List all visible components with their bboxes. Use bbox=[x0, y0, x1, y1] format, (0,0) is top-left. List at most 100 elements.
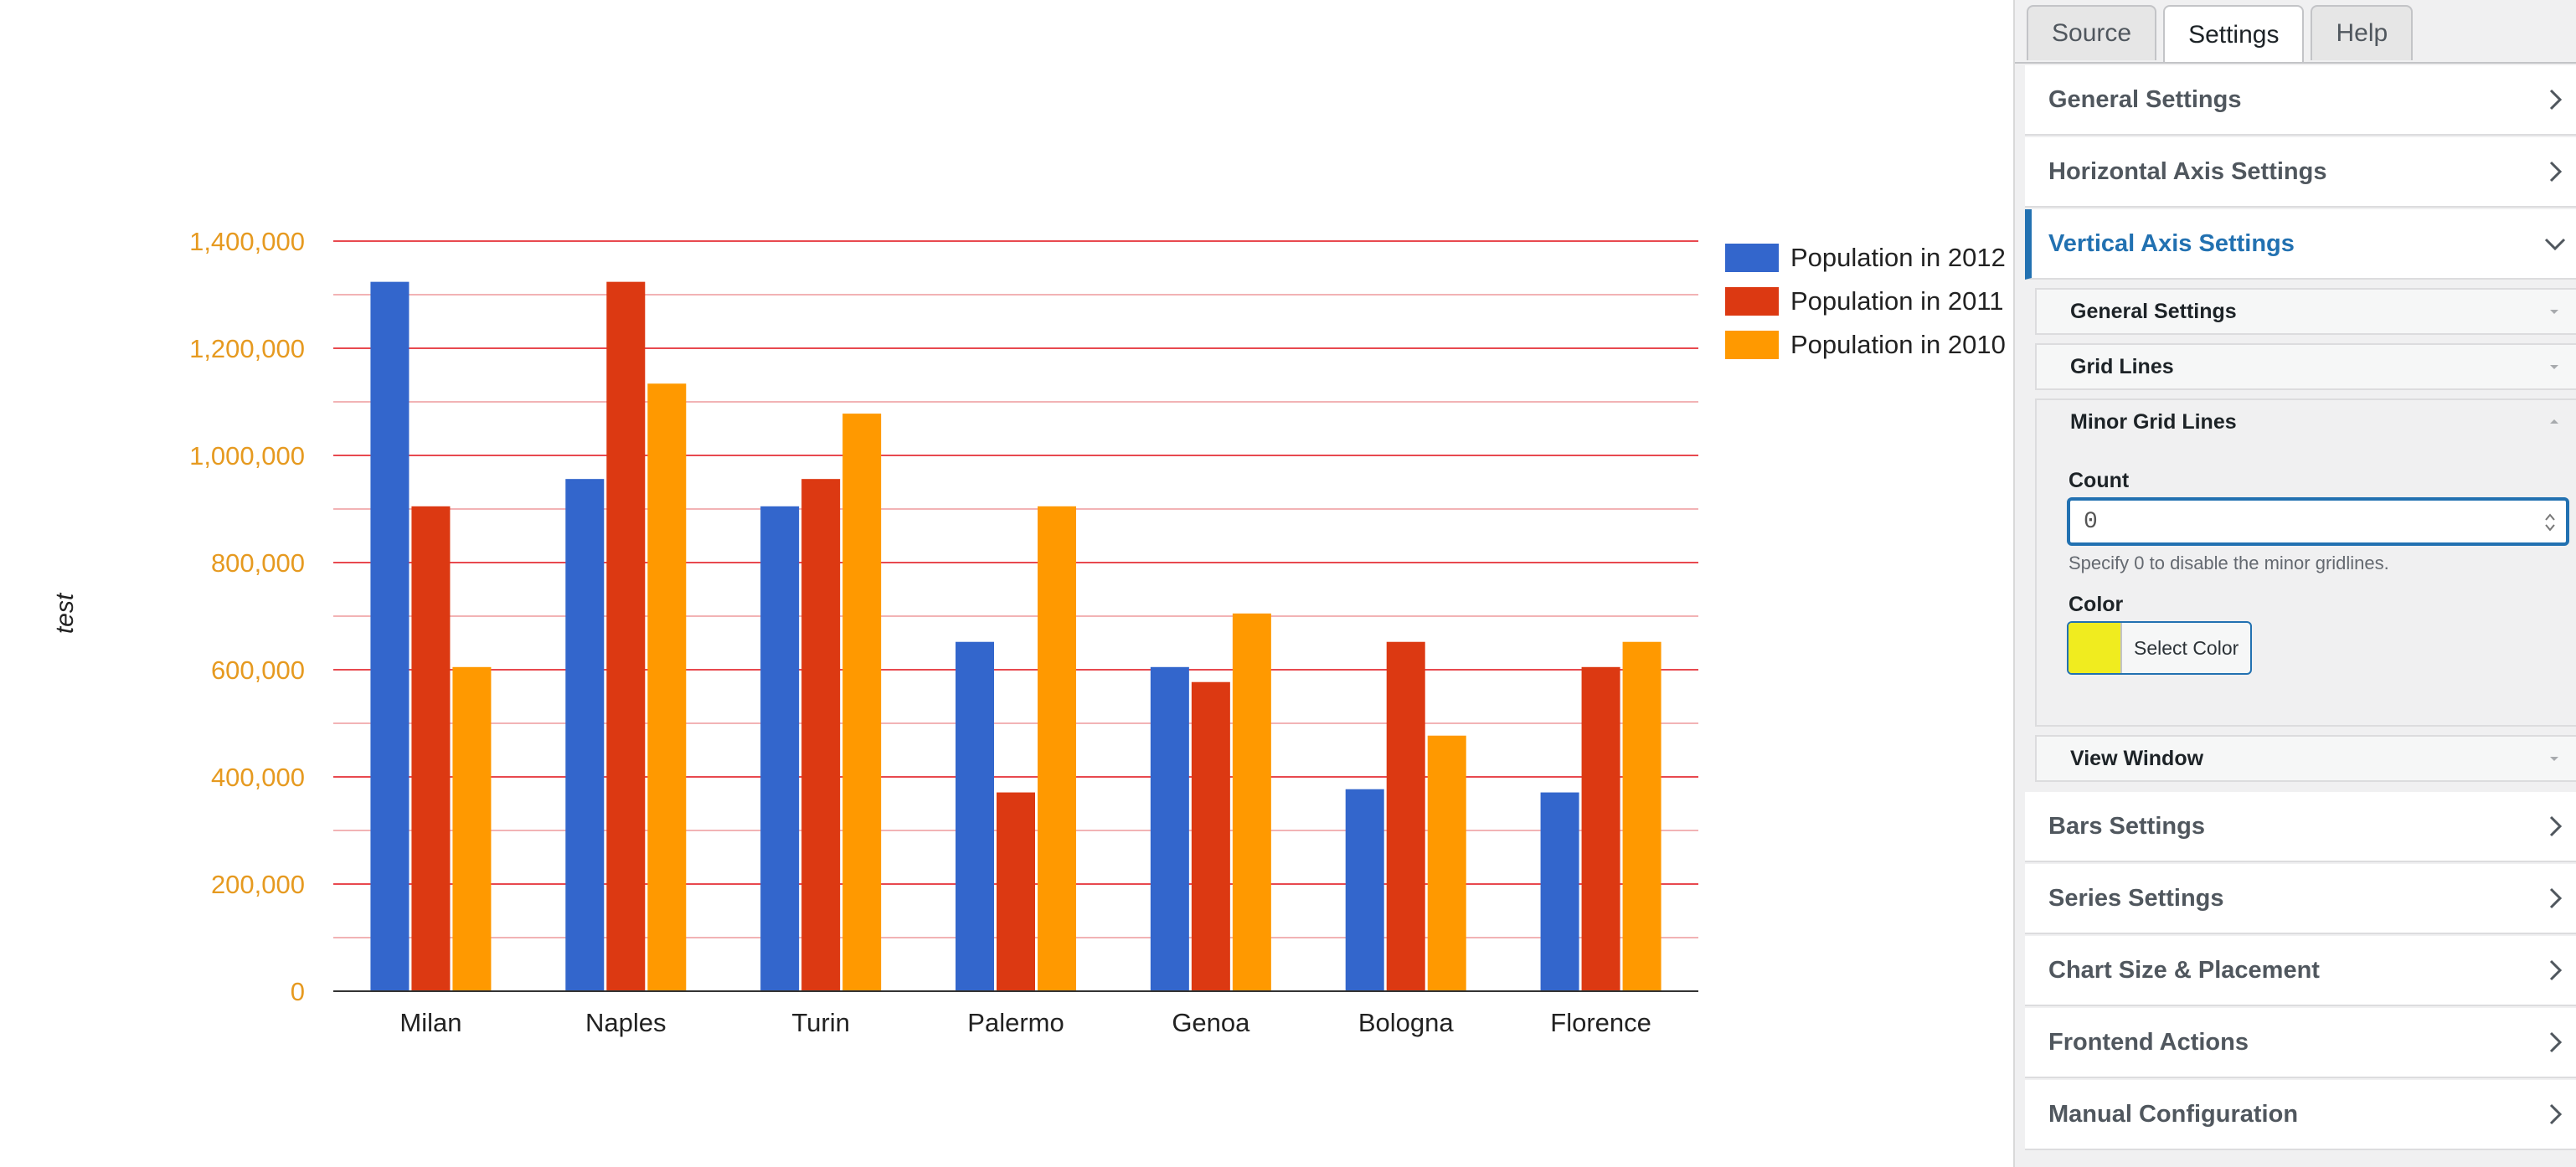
x-tick-label: Genoa bbox=[1172, 1008, 1250, 1037]
y-tick-label: 1,200,000 bbox=[189, 334, 305, 363]
bar bbox=[1581, 666, 1620, 991]
bar bbox=[411, 506, 451, 991]
color-swatch[interactable] bbox=[2069, 623, 2122, 673]
bar bbox=[1191, 681, 1230, 991]
legend-swatch bbox=[1725, 244, 1779, 272]
section-manual-configuration[interactable]: Manual Configuration bbox=[2025, 1080, 2576, 1150]
bar bbox=[1232, 613, 1271, 991]
section-label: Manual Configuration bbox=[2048, 1100, 2299, 1128]
bar bbox=[565, 479, 605, 991]
x-tick-label: Florence bbox=[1550, 1008, 1651, 1037]
bar bbox=[452, 666, 492, 991]
chevron-right-icon bbox=[2549, 887, 2563, 909]
y-axis-title: test bbox=[51, 593, 79, 635]
section-label: Horizontal Axis Settings bbox=[2048, 157, 2327, 185]
x-tick-label: Naples bbox=[585, 1008, 667, 1037]
bar bbox=[997, 792, 1035, 991]
count-input[interactable]: 0 bbox=[2067, 497, 2569, 546]
subsection-general-settings[interactable]: General Settings bbox=[2035, 288, 2576, 335]
caret-up-icon bbox=[2550, 419, 2558, 424]
color-picker[interactable]: Select Color bbox=[2067, 621, 2253, 675]
legend-label: Population in 2012 bbox=[1790, 243, 2006, 272]
subsection-label: Minor Grid Lines bbox=[2070, 409, 2237, 434]
bar bbox=[1540, 792, 1579, 991]
section-label: Vertical Axis Settings bbox=[2048, 229, 2295, 257]
subsection-grid-lines[interactable]: Grid Lines bbox=[2035, 343, 2576, 390]
bar bbox=[1345, 789, 1384, 991]
subsection-label: General Settings bbox=[2070, 299, 2237, 323]
bar bbox=[647, 383, 687, 991]
bar bbox=[370, 281, 410, 991]
bar bbox=[956, 641, 994, 991]
bar-chart: 0 200,000 400,000 600,000 800,000 1,000,000 1,… bbox=[189, 227, 1698, 1037]
count-hint: Specify 0 to disable the minor gridlines… bbox=[2069, 553, 2389, 573]
legend-label: Population in 2011 bbox=[1790, 286, 2004, 316]
x-tick-label: Bologna bbox=[1358, 1008, 1455, 1037]
section-label: Bars Settings bbox=[2048, 812, 2205, 840]
section-horizontal-axis-settings[interactable]: Horizontal Axis Settings bbox=[2025, 137, 2576, 208]
chevron-right-icon bbox=[2549, 959, 2563, 981]
section-label: General Settings bbox=[2048, 85, 2242, 113]
bar bbox=[760, 506, 800, 991]
subsection-label: Grid Lines bbox=[2070, 354, 2174, 378]
legend-item: Population in 2011 bbox=[1725, 280, 2006, 323]
chart-area: 0 200,000 400,000 600,000 800,000 1,000,000 1,… bbox=[51, 227, 2006, 1037]
x-tick-label: Milan bbox=[399, 1008, 461, 1037]
section-bars-settings[interactable]: Bars Settings bbox=[2025, 792, 2576, 862]
legend-swatch bbox=[1725, 287, 1779, 316]
y-tick-label: 800,000 bbox=[211, 548, 305, 578]
section-label: Series Settings bbox=[2048, 884, 2224, 912]
spinner-icon[interactable] bbox=[2543, 511, 2558, 534]
panel-tabs: Source Settings Help bbox=[2027, 5, 2414, 64]
chevron-down-icon bbox=[2544, 238, 2566, 251]
tabs-divider bbox=[2015, 62, 2576, 64]
tab-settings[interactable]: Settings bbox=[2163, 5, 2305, 64]
chart-legend: Population in 2012 Population in 2011 Po… bbox=[1725, 236, 2006, 367]
caret-down-icon bbox=[2550, 310, 2558, 314]
bar bbox=[1622, 641, 1662, 991]
caret-down-icon bbox=[2550, 365, 2558, 369]
section-frontend-actions[interactable]: Frontend Actions bbox=[2025, 1008, 2576, 1078]
legend-item: Population in 2010 bbox=[1725, 323, 2006, 367]
section-label: Chart Size & Placement bbox=[2048, 956, 2320, 984]
chevron-right-icon bbox=[2549, 161, 2563, 183]
y-tick-label: 0 bbox=[291, 977, 305, 1006]
minor-grid-lines-body: Count 0 Specify 0 to disable the minor g… bbox=[2035, 442, 2576, 727]
subsection-label: View Window bbox=[2070, 746, 2204, 770]
x-tick-label: Palermo bbox=[967, 1008, 1064, 1037]
x-tick-label: Turin bbox=[791, 1008, 849, 1037]
y-tick-label: 1,400,000 bbox=[189, 227, 305, 256]
subsection-minor-grid-lines[interactable]: Minor Grid Lines bbox=[2035, 398, 2576, 445]
caret-down-icon bbox=[2550, 757, 2558, 761]
section-general-settings[interactable]: General Settings bbox=[2025, 65, 2576, 136]
legend-label: Population in 2010 bbox=[1790, 330, 2006, 359]
y-tick-label: 1,000,000 bbox=[189, 441, 305, 470]
bar bbox=[1427, 735, 1466, 991]
y-tick-label: 200,000 bbox=[211, 870, 305, 899]
count-value: 0 bbox=[2084, 508, 2098, 535]
color-label: Color bbox=[2069, 593, 2124, 616]
legend-swatch bbox=[1725, 331, 1779, 359]
count-label: Count bbox=[2069, 469, 2130, 492]
select-color-button[interactable]: Select Color bbox=[2134, 636, 2239, 659]
section-label: Frontend Actions bbox=[2048, 1028, 2249, 1056]
y-tick-label: 600,000 bbox=[211, 655, 305, 685]
legend-item: Population in 2012 bbox=[1725, 236, 2006, 280]
y-tick-label: 400,000 bbox=[211, 763, 305, 792]
subsection-view-window[interactable]: View Window bbox=[2035, 735, 2576, 782]
section-series-settings[interactable]: Series Settings bbox=[2025, 864, 2576, 934]
bar bbox=[1150, 666, 1189, 991]
chevron-right-icon bbox=[2549, 815, 2563, 837]
settings-panel: Source Settings Help General Settings Ho… bbox=[2013, 0, 2576, 1167]
chevron-right-icon bbox=[2549, 1031, 2563, 1053]
bar bbox=[1038, 506, 1076, 991]
tab-source[interactable]: Source bbox=[2027, 5, 2157, 60]
section-chart-size-placement[interactable]: Chart Size & Placement bbox=[2025, 936, 2576, 1006]
bar bbox=[1386, 641, 1425, 991]
bar bbox=[842, 414, 882, 992]
chevron-right-icon bbox=[2549, 1103, 2563, 1125]
tab-help[interactable]: Help bbox=[2311, 5, 2414, 60]
section-vertical-axis-settings[interactable]: Vertical Axis Settings bbox=[2025, 209, 2576, 280]
bar bbox=[606, 281, 646, 991]
chevron-right-icon bbox=[2549, 89, 2563, 111]
